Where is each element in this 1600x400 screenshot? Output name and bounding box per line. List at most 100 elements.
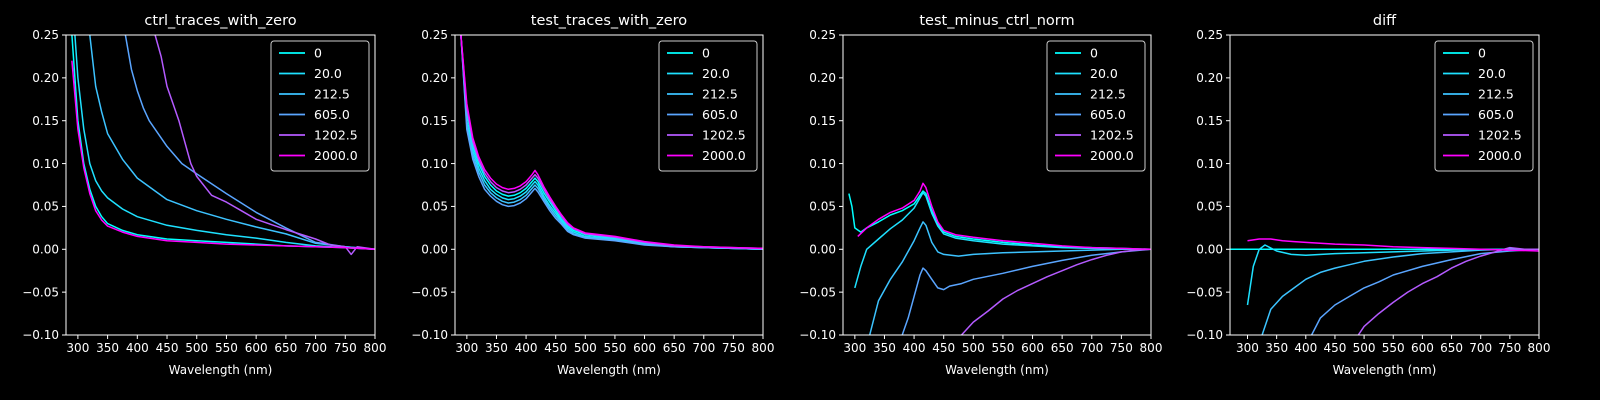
x-tick-label: 650: [1440, 341, 1463, 355]
x-tick-label: 650: [1051, 341, 1074, 355]
x-tick-label: 400: [515, 341, 538, 355]
axes-frame: [1229, 34, 1540, 336]
y-tick-label: 0.05: [1196, 200, 1223, 214]
legend-label: 212.5: [1478, 87, 1514, 102]
y-tick-label: 0.20: [421, 71, 448, 85]
x-tick-label: 500: [1353, 341, 1376, 355]
x-tick-label: 350: [873, 341, 896, 355]
legend-label: 20.0: [1478, 66, 1506, 81]
y-tick-label: 0.00: [1196, 242, 1223, 256]
x-tick-label: 350: [1265, 341, 1288, 355]
legend-label: 20.0: [314, 66, 342, 81]
legend-label: 605.0: [314, 107, 350, 122]
x-axis-label: Wavelength (nm): [557, 363, 661, 377]
y-tick-label: 0.25: [809, 28, 836, 42]
x-tick-label: 300: [843, 341, 866, 355]
x-tick-label: 650: [274, 341, 297, 355]
x-axis-label: Wavelength (nm): [169, 363, 273, 377]
chart-title: test_minus_ctrl_norm: [919, 13, 1074, 29]
series-line-3: [460, 35, 763, 251]
x-tick-label: 800: [1140, 341, 1163, 355]
y-tick-label: 0.25: [421, 28, 448, 42]
legend: 0 20.0 212.5 605.0 1202.5 2000.0: [270, 40, 370, 172]
x-tick-label: 550: [215, 341, 238, 355]
y-tick-label: 0.05: [32, 200, 59, 214]
x-tick-label: 800: [752, 341, 775, 355]
y-tick-label: 0.15: [809, 114, 836, 128]
x-tick-label: 450: [544, 341, 567, 355]
y-tick-label: 0.20: [809, 71, 836, 85]
x-tick-label: 650: [663, 341, 686, 355]
y-tick-label: −0.05: [411, 285, 448, 299]
x-tick-label: 500: [185, 341, 208, 355]
legend-label: 605.0: [702, 107, 738, 122]
series-line-3: [1310, 248, 1539, 335]
x-tick-label: 600: [633, 341, 656, 355]
y-tick-label: 0.25: [32, 28, 59, 42]
x-tick-label: 550: [603, 341, 626, 355]
x-tick-label: 700: [1080, 341, 1103, 355]
y-tick-label: 0.15: [421, 114, 448, 128]
x-axis-label: Wavelength (nm): [945, 363, 1049, 377]
legend-label: 0: [1090, 46, 1098, 61]
series-lines: [460, 35, 763, 251]
x-axis-label: Wavelength (nm): [1333, 363, 1437, 377]
series-line-5: [71, 60, 375, 251]
legend: 0 20.0 212.5 605.0 1202.5 2000.0: [658, 40, 758, 172]
x-tick-label: 600: [245, 341, 268, 355]
series-line-2: [868, 221, 1151, 335]
x-tick-label: 750: [334, 341, 357, 355]
y-tick-label: 0.25: [1196, 28, 1223, 42]
chart-panel-3: test_minus_ctrl_norm 300 350 400 450 500 550 60…: [799, 13, 1162, 377]
series-line-4: [460, 35, 763, 250]
y-tick-label: −0.10: [411, 328, 448, 342]
x-tick-label: 450: [932, 341, 955, 355]
y-tick-label: 0.05: [421, 200, 448, 214]
x-tick-label: 500: [574, 341, 597, 355]
x-tick-label: 750: [1110, 341, 1133, 355]
legend-label: 1202.5: [1090, 128, 1134, 143]
y-tick-label: 0.10: [809, 157, 836, 171]
legend-label: 605.0: [1090, 107, 1126, 122]
series-lines: [71, 35, 375, 256]
x-tick-label: 300: [66, 341, 89, 355]
legend: 0 20.0 212.5 605.0 1202.5 2000.0: [1046, 40, 1146, 172]
x-tick-label: 800: [1528, 341, 1551, 355]
y-tick-label: 0.20: [1196, 71, 1223, 85]
series-line-4: [154, 35, 375, 256]
y-tick-label: 0.20: [32, 71, 59, 85]
y-tick-label: 0.00: [809, 242, 836, 256]
x-tick-label: 550: [1382, 341, 1405, 355]
chart-panel-2: test_traces_with_zero 300 350 400 450 500 550 6…: [411, 13, 774, 377]
x-tick-label: 400: [903, 341, 926, 355]
series-line-1: [854, 191, 1151, 289]
series-line-5: [857, 182, 1151, 251]
legend-label: 2000.0: [314, 148, 358, 163]
x-tick-label: 700: [304, 341, 327, 355]
y-tick-label: −0.05: [799, 285, 836, 299]
x-tick-label: 450: [1323, 341, 1346, 355]
legend-label: 212.5: [1090, 87, 1126, 102]
y-tick-label: −0.05: [22, 285, 59, 299]
legend: 0 20.0 212.5 605.0 1202.5 2000.0: [1434, 40, 1534, 172]
x-tick-label: 350: [96, 341, 119, 355]
x-tick-label: 800: [364, 341, 387, 355]
legend-label: 0: [314, 46, 322, 61]
x-tick-label: 500: [962, 341, 985, 355]
series-lines: [848, 182, 1151, 335]
series-line-5: [1247, 238, 1539, 252]
legend-label: 2000.0: [1478, 148, 1522, 163]
x-tick-label: 400: [1294, 341, 1317, 355]
x-tick-label: 350: [485, 341, 508, 355]
y-tick-label: 0.05: [809, 200, 836, 214]
x-tick-label: 550: [991, 341, 1014, 355]
x-tick-label: 750: [1498, 341, 1521, 355]
axes-frame: [842, 34, 1152, 336]
series-lines: [1230, 238, 1539, 335]
y-tick-label: −0.05: [1186, 285, 1223, 299]
x-tick-label: 750: [722, 341, 745, 355]
legend-label: 605.0: [1478, 107, 1514, 122]
y-tick-label: 0.10: [421, 157, 448, 171]
y-tick-label: 0.00: [32, 242, 59, 256]
